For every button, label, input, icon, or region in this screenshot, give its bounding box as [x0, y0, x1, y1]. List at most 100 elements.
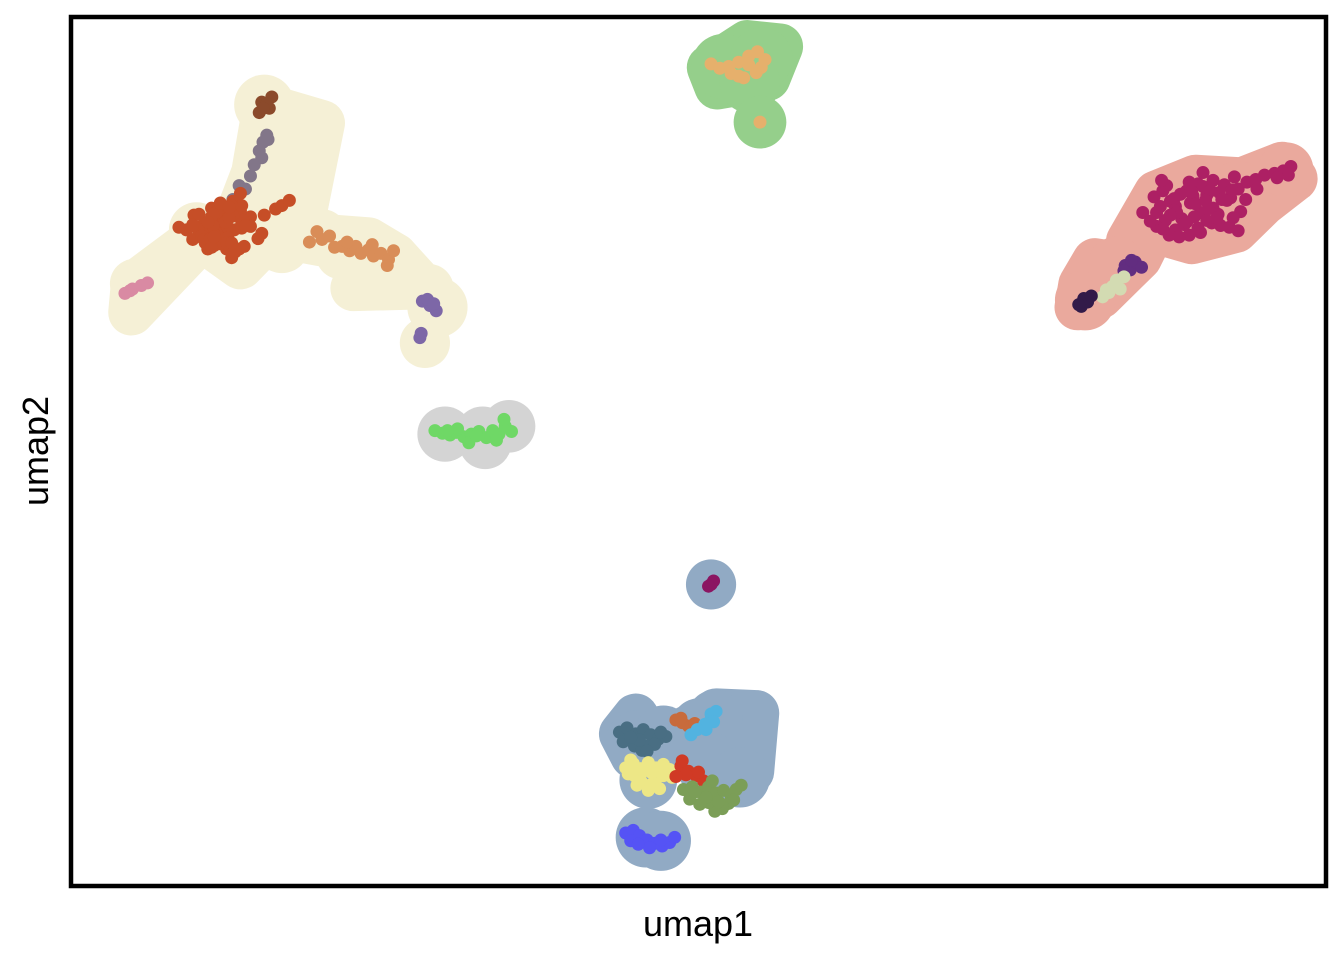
data-point	[340, 235, 354, 249]
data-point	[1199, 193, 1213, 207]
data-point	[380, 259, 394, 273]
data-point	[734, 778, 748, 792]
data-point	[247, 158, 261, 172]
data-point	[1163, 208, 1177, 222]
data-point	[207, 230, 221, 244]
data-point	[497, 412, 511, 426]
data-point	[1231, 224, 1245, 238]
data-point	[427, 297, 441, 311]
series-4	[413, 292, 443, 345]
data-point	[702, 579, 716, 593]
data-point	[235, 199, 249, 213]
data-point	[737, 71, 751, 85]
series-18	[676, 774, 748, 818]
series-3	[302, 225, 401, 273]
data-point	[1113, 282, 1127, 296]
data-point	[699, 723, 713, 737]
data-point	[1281, 168, 1295, 182]
data-point	[1239, 192, 1253, 206]
data-point	[387, 244, 401, 258]
data-point	[1173, 187, 1187, 201]
data-point	[1227, 170, 1241, 184]
data-point	[172, 220, 186, 234]
data-point	[1196, 166, 1210, 180]
data-point	[365, 238, 379, 252]
data-point	[505, 425, 519, 439]
data-point	[1156, 222, 1170, 236]
data-point	[1124, 253, 1138, 267]
data-point	[201, 215, 215, 229]
data-point	[684, 728, 698, 742]
series-15	[684, 704, 723, 742]
data-point	[1206, 173, 1220, 187]
series-11	[428, 412, 519, 450]
series-5	[118, 276, 155, 300]
data-point	[225, 236, 239, 250]
series-7	[1136, 159, 1298, 244]
data-point	[732, 55, 746, 69]
series-19	[619, 823, 682, 855]
data-point	[1135, 260, 1149, 274]
data-point	[1225, 183, 1239, 197]
series-10	[1072, 289, 1098, 313]
data-point	[302, 235, 316, 249]
data-point	[1155, 173, 1169, 187]
data-point	[1226, 211, 1240, 225]
data-point	[1084, 289, 1098, 303]
data-point	[1215, 192, 1229, 206]
data-point	[654, 833, 668, 847]
data-point	[1136, 206, 1150, 220]
data-point	[669, 770, 683, 784]
data-point	[654, 725, 668, 739]
data-point	[1117, 270, 1131, 284]
data-point	[624, 753, 638, 767]
data-point	[1191, 221, 1205, 235]
data-point	[645, 766, 659, 780]
data-point	[679, 768, 693, 782]
data-point	[724, 66, 738, 80]
data-point	[323, 229, 337, 243]
y-axis-title: umap2	[15, 396, 56, 506]
data-point	[674, 711, 688, 725]
data-point	[1210, 211, 1224, 225]
data-point	[712, 795, 726, 809]
data-point	[413, 331, 427, 345]
data-point	[1180, 215, 1194, 229]
data-point	[123, 284, 137, 298]
data-point	[1200, 213, 1214, 227]
data-point	[705, 774, 719, 788]
series-14	[669, 711, 702, 733]
series-0	[252, 90, 279, 120]
data-point	[1172, 230, 1186, 244]
data-point	[692, 765, 705, 779]
data-point	[754, 60, 768, 74]
data-point	[141, 276, 155, 290]
series-13	[612, 721, 673, 758]
data-point	[469, 429, 483, 443]
data-point	[441, 424, 454, 438]
data-point	[688, 785, 702, 799]
data-point	[489, 433, 503, 447]
data-point	[1204, 184, 1218, 198]
data-point	[238, 219, 252, 233]
data-point	[1143, 214, 1157, 228]
series-6	[704, 45, 772, 129]
series-9	[1096, 270, 1131, 304]
series-16	[619, 753, 679, 797]
data-point	[1185, 185, 1199, 199]
data-point	[1153, 199, 1167, 213]
halo-shape	[254, 217, 310, 274]
data-point	[255, 226, 269, 240]
data-point	[243, 169, 257, 183]
data-point	[222, 211, 236, 225]
data-point	[641, 783, 655, 797]
scatter-points	[118, 45, 1298, 855]
plot-frame	[68, 14, 1329, 889]
data-point	[640, 744, 654, 758]
data-point	[621, 767, 635, 781]
data-point	[1258, 168, 1272, 182]
data-point	[186, 218, 200, 232]
data-point	[1099, 283, 1113, 297]
data-point	[668, 830, 682, 844]
